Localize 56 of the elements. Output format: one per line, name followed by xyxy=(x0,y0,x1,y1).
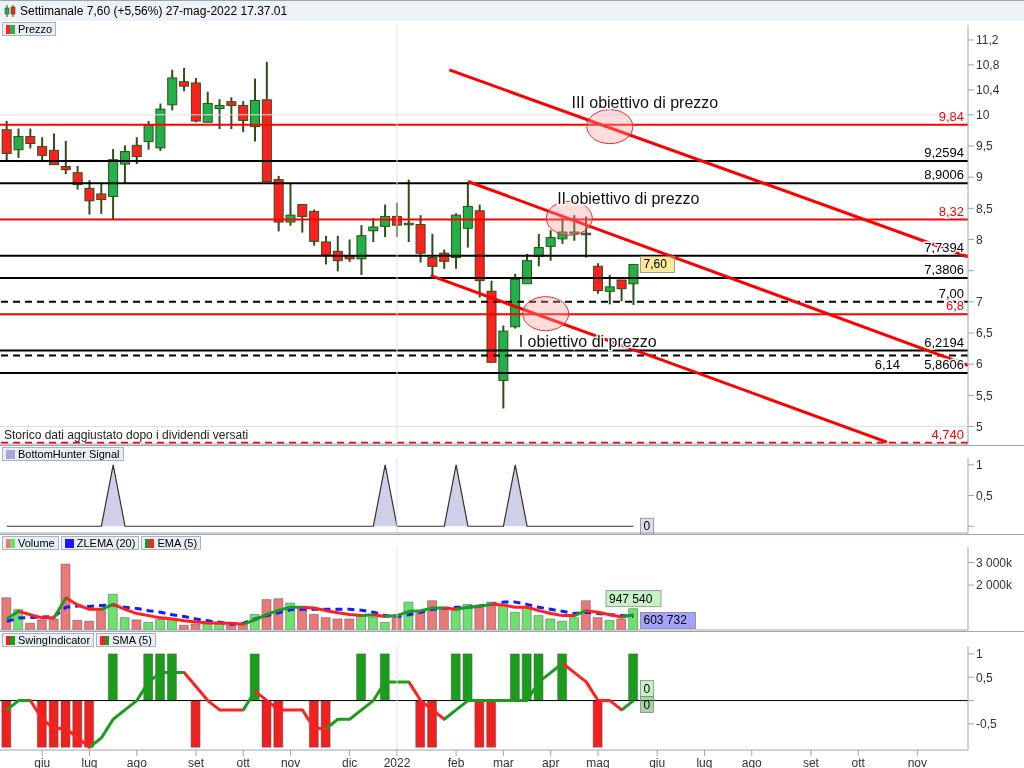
y-tick-label: 6,5 xyxy=(976,326,994,341)
ref-line-label: 6,2194 xyxy=(924,334,964,350)
ref-line-label: 8,32 xyxy=(938,203,964,219)
x-tick-label: nov xyxy=(280,755,301,768)
ref-line-label: 7,3806 xyxy=(924,262,964,278)
y-tick-label: 2 000k xyxy=(976,578,1014,593)
ref-line-label: 7,00 xyxy=(938,285,964,301)
y-tick-label: 8,5 xyxy=(976,201,994,216)
annotation: 0 xyxy=(643,681,651,696)
ref-line-label: 4,740 xyxy=(931,426,964,442)
y-tick-label: 7 xyxy=(976,295,983,310)
x-tick-label: set xyxy=(187,755,205,768)
legend-label: BottomHunter Signal xyxy=(18,448,120,460)
y-tick-label: 5 xyxy=(976,419,983,434)
x-tick-label: dic xyxy=(342,755,358,768)
ref-line-label: 9,2594 xyxy=(924,144,964,160)
y-tick-label: 11,2 xyxy=(976,33,999,48)
ref-line-label: 6,14 xyxy=(874,357,900,373)
y-tick-label: 1 xyxy=(976,458,983,473)
legend-label: Volume xyxy=(18,537,55,549)
y-tick-label: 3 000k xyxy=(976,555,1014,570)
chart-title: Settimanale 7,60 (+5,56%) 27-mag-2022 17.37.01 xyxy=(20,4,288,18)
y-tick-label: 0,5 xyxy=(976,488,994,503)
x-tick-label: ott xyxy=(236,755,251,768)
x-tick-label: 2022 xyxy=(383,755,411,768)
y-tick-label: 6 xyxy=(976,357,983,372)
x-tick-label: nov xyxy=(907,755,927,768)
ref-line-label: 9,84 xyxy=(938,108,964,124)
legend-label: SMA (5) xyxy=(112,634,152,646)
x-tick-label: ott xyxy=(851,755,866,768)
legend-label: ZLEMA (20) xyxy=(76,537,136,549)
text: 7,60 xyxy=(643,257,667,272)
data-label: 947 540 xyxy=(609,591,653,606)
y-tick-label: 10,8 xyxy=(976,58,1000,73)
annotation: Storico dati aggiustato dopo i dividendi versati xyxy=(4,428,249,442)
data-label: 0 xyxy=(643,519,651,534)
y-tick-label: 5,5 xyxy=(976,388,994,403)
y-tick-label: 0,5 xyxy=(976,670,994,685)
annotation: III obiettivo di prezzo xyxy=(571,93,719,111)
y-tick-label: 8 xyxy=(976,232,983,247)
ref-line-label: 8,9006 xyxy=(924,167,964,183)
y-tick-label: 1 xyxy=(976,647,983,662)
y-tick-label: -0,5 xyxy=(976,717,997,732)
x-tick-label: mar xyxy=(493,755,514,768)
y-tick-label: 9 xyxy=(976,170,983,185)
x-tick-label: set xyxy=(802,755,820,768)
legend-label: Prezzo xyxy=(18,23,53,35)
y-tick-label: 9,5 xyxy=(976,139,994,154)
data-label: 0 xyxy=(643,697,651,712)
legend-label: EMA (5) xyxy=(157,537,198,549)
data-label: 603 732 xyxy=(643,613,688,628)
ref-line-label: 5,8606 xyxy=(924,356,964,372)
y-tick-label: 10,4 xyxy=(976,83,1000,98)
legend-label: SwingIndicator xyxy=(18,634,91,646)
x-tick-label: feb xyxy=(447,755,465,768)
y-tick-label: 10 xyxy=(976,108,990,123)
